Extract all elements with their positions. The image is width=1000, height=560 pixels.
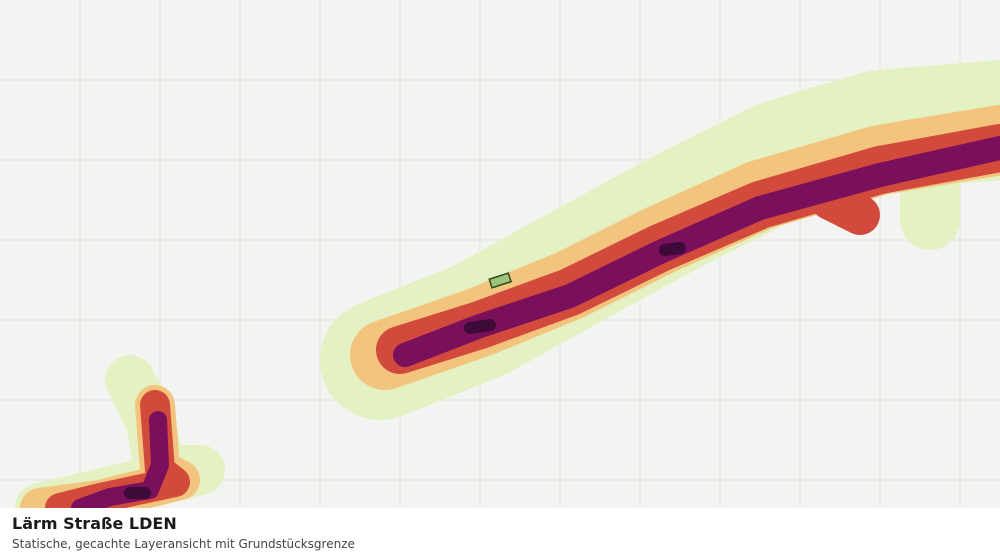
- parcel: [488, 272, 513, 289]
- info-panel: Lärm Straße LDEN Statische, gecachte Lay…: [0, 508, 1000, 560]
- map: [0, 0, 1000, 508]
- layer-subtitle: Statische, gecachte Layeransicht mit Gru…: [12, 537, 355, 551]
- layer-title: Lärm Straße LDEN: [12, 514, 177, 533]
- noise-layer: [15, 60, 1000, 508]
